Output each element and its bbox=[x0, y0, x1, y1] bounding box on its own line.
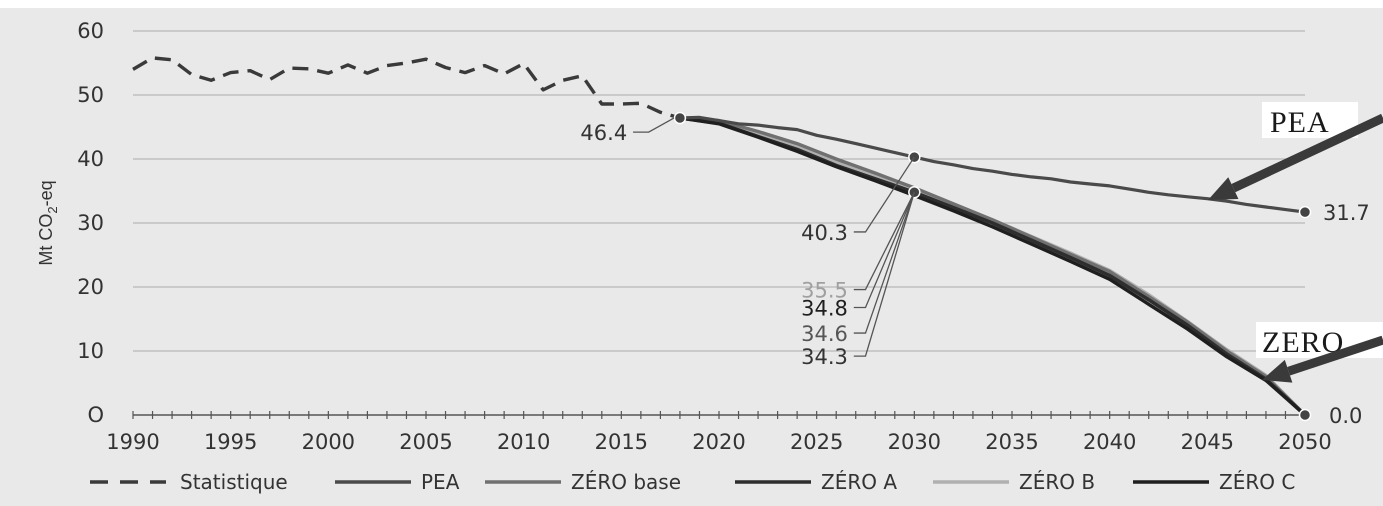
y-tick-label: 20 bbox=[77, 275, 104, 299]
x-tick-label: 2050 bbox=[1278, 430, 1331, 454]
series-line-z-ro-base bbox=[678, 116, 1307, 417]
callout-dot-31-7 bbox=[1298, 205, 1312, 219]
legend-label-statistique: Statistique bbox=[180, 470, 288, 494]
x-tick-label: 2025 bbox=[790, 430, 843, 454]
zero-arrow bbox=[1262, 335, 1383, 383]
callout-label-40-3: 40.3 bbox=[801, 221, 848, 245]
callout-label-46-4: 46.4 bbox=[580, 121, 627, 145]
series-lines bbox=[132, 56, 1307, 417]
y-tick-label: 60 bbox=[77, 19, 104, 43]
callout-leader-40-3 bbox=[853, 156, 915, 233]
series-line-z-ro-c bbox=[678, 116, 1307, 417]
value-callouts: 46.4 40.3 35.534.834.634.3 31.7 0.0 bbox=[580, 111, 1370, 428]
x-tick-label: 1990 bbox=[106, 430, 159, 454]
gridlines bbox=[133, 30, 1305, 352]
zero-arrow-shaft bbox=[1287, 335, 1383, 376]
y-tick-label: 30 bbox=[77, 211, 104, 235]
pea-label-box bbox=[1262, 102, 1358, 138]
callout-label-31-7: 31.7 bbox=[1323, 201, 1370, 225]
legend-label-z-ro-a: ZÉRO A bbox=[821, 470, 897, 494]
series-line-statistique bbox=[132, 56, 681, 120]
callout-leader-35-5 bbox=[853, 191, 915, 291]
legend-label-z-ro-c: ZÉRO C bbox=[1219, 470, 1295, 494]
x-tick-label: 1995 bbox=[204, 430, 257, 454]
x-tick-label: 2005 bbox=[399, 430, 452, 454]
y-tick-label: 50 bbox=[77, 83, 104, 107]
zero-arrow-head bbox=[1262, 359, 1293, 383]
y-tick-label: 10 bbox=[77, 339, 104, 363]
legend-label-z-ro-b: ZÉRO B bbox=[1019, 470, 1095, 494]
x-tick-label: 2035 bbox=[985, 430, 1038, 454]
callout-leader-34-6 bbox=[853, 192, 915, 334]
x-tick-label: 2010 bbox=[497, 430, 550, 454]
y-tick-label: O bbox=[87, 403, 104, 427]
callout-dot-46-4 bbox=[673, 111, 687, 125]
callout-label-34-3: 34.3 bbox=[801, 345, 848, 369]
callout-label-34-6: 34.6 bbox=[801, 322, 848, 346]
callout-label-34-8: 34.8 bbox=[801, 296, 848, 320]
callout-label-0-0: 0.0 bbox=[1329, 404, 1362, 428]
x-tick-label: 2040 bbox=[1083, 430, 1136, 454]
zero-label-box bbox=[1256, 322, 1383, 358]
legend-label-z-ro-base: ZÉRO base bbox=[571, 470, 681, 494]
callout-leader-34-8 bbox=[853, 192, 915, 309]
y-axis-title: Mt CO2-eq bbox=[36, 180, 60, 265]
callout-leader-46-4 bbox=[633, 117, 675, 133]
callout-label-35-5: 35.5 bbox=[801, 279, 848, 303]
series-line-pea bbox=[678, 115, 1307, 214]
pea-arrow bbox=[1208, 113, 1383, 200]
x-tick-label: 2030 bbox=[888, 430, 941, 454]
x-tick-label: 2015 bbox=[595, 430, 648, 454]
x-tick-label: 2020 bbox=[692, 430, 745, 454]
callout-dot-0-0 bbox=[1298, 408, 1312, 422]
x-tick-label: 2045 bbox=[1181, 430, 1234, 454]
legend-label-pea: PEA bbox=[421, 470, 460, 494]
axes: 1990 1995 2000 2005 2010 2015 2020 2025 2030 2035… bbox=[36, 19, 1332, 454]
chart-background bbox=[0, 8, 1383, 506]
y-tick-label: 40 bbox=[77, 147, 104, 171]
pea-arrow-shaft bbox=[1231, 113, 1383, 193]
pea-big-label: PEA bbox=[1270, 106, 1330, 139]
x-tick-label: 2000 bbox=[302, 430, 355, 454]
pea-arrow-head bbox=[1208, 177, 1239, 200]
callout-leader-34-3 bbox=[853, 192, 915, 357]
legend: Statistique PEA ZÉRO base ZÉRO A ZÉRO B ZÉRO … bbox=[90, 470, 1295, 494]
